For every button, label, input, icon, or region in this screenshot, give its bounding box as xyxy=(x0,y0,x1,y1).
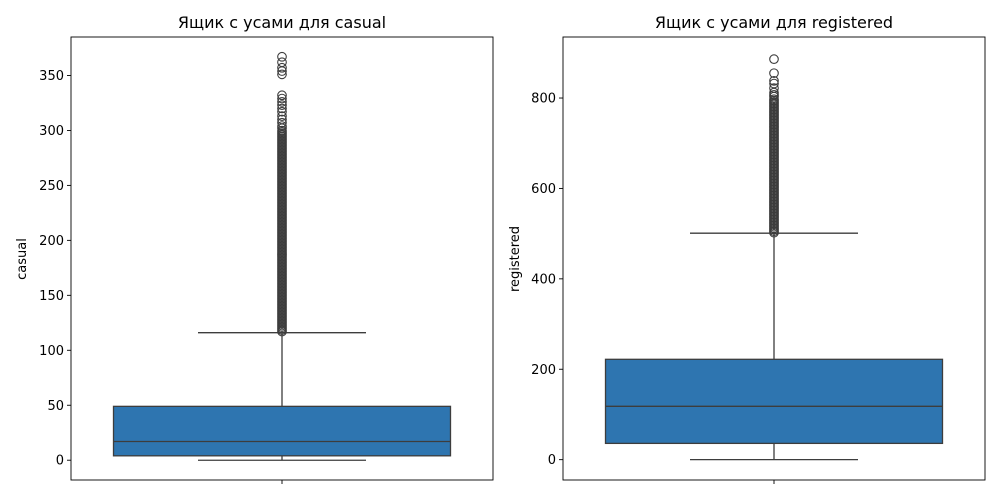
y-tick-label: 300 xyxy=(39,124,64,139)
y-tick-label: 200 xyxy=(531,363,556,378)
chart-title: Ящик с усами для registered xyxy=(655,13,893,32)
outlier-point xyxy=(277,57,287,68)
y-ticks: 0 200 400 600 800 xyxy=(531,92,775,484)
y-tick-label: 350 xyxy=(39,69,64,84)
outlier-point xyxy=(277,62,287,73)
outlier-point xyxy=(277,117,287,128)
plot-area xyxy=(112,51,452,461)
outlier-point xyxy=(277,114,287,125)
outlier-point xyxy=(769,54,779,65)
y-tick-label: 150 xyxy=(39,289,64,304)
plot-area xyxy=(604,54,944,461)
outlier-point xyxy=(277,51,287,62)
y-tick-label: 0 xyxy=(56,454,64,469)
y-tick-label: 0 xyxy=(548,453,556,468)
box-iqr xyxy=(112,405,452,457)
y-ticks: 0 50 100 150 200 250 300 350 xyxy=(39,69,283,484)
outlier-point xyxy=(769,83,779,93)
outlier-point xyxy=(277,106,287,117)
subplot-casual: Ящик с усами для casual casual 0 50 100 150… xyxy=(15,13,494,484)
outlier-point xyxy=(277,125,287,136)
y-tick-label: 800 xyxy=(531,92,556,107)
y-tick-label: 50 xyxy=(47,399,64,414)
outlier-point xyxy=(769,94,779,105)
outlier-point xyxy=(277,69,287,80)
outlier-point xyxy=(769,78,779,89)
outlier-point xyxy=(277,90,287,101)
outlier-point xyxy=(277,111,287,121)
y-tick-label: 400 xyxy=(531,272,556,287)
y-tick-label: 600 xyxy=(531,182,556,197)
outlier-point xyxy=(277,100,287,111)
outlier-point xyxy=(769,68,779,79)
outlier-point xyxy=(769,90,779,100)
y-tick-label: 250 xyxy=(39,179,64,194)
outlier-point xyxy=(277,97,287,107)
outlier-point xyxy=(277,121,287,131)
y-tick-label: 200 xyxy=(39,234,64,249)
y-axis-label: casual xyxy=(15,238,30,280)
subplot-registered: Ящик с усами для registered registered 0… xyxy=(508,13,986,484)
y-axis-label: registered xyxy=(508,226,523,292)
y-tick-label: 100 xyxy=(39,344,64,359)
box-iqr xyxy=(604,358,944,445)
outlier-point xyxy=(277,103,287,114)
chart-title: Ящик с усами для casual xyxy=(178,13,386,32)
outlier-point xyxy=(277,93,287,104)
outlier-point xyxy=(769,75,779,86)
